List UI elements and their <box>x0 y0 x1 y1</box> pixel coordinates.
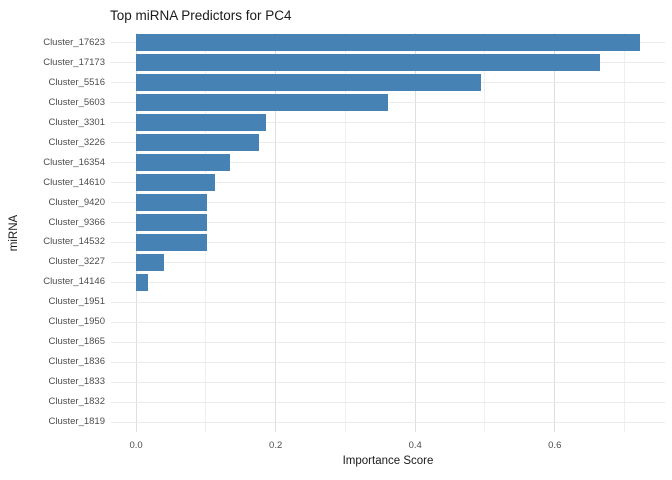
grid-minor-line <box>624 33 626 432</box>
row-gridline <box>111 241 665 243</box>
grid-minor-line <box>484 33 486 432</box>
y-tick-label: Cluster_17623 <box>43 36 105 48</box>
bar <box>136 174 215 192</box>
y-tick-label: Cluster_17173 <box>43 56 105 68</box>
bar <box>136 134 259 152</box>
row-gridline <box>111 401 665 403</box>
y-tick-label: Cluster_14532 <box>43 236 105 248</box>
y-tick-label: Cluster_3226 <box>48 136 105 148</box>
bar <box>136 114 266 132</box>
bar <box>136 54 601 72</box>
y-tick-label: Cluster_5603 <box>48 96 105 108</box>
bar <box>136 34 640 52</box>
x-tick-label: 0.0 <box>129 440 143 451</box>
y-tick-label: Cluster_1832 <box>48 396 105 408</box>
y-tick-label: Cluster_14146 <box>43 276 105 288</box>
grid-major-line <box>554 33 556 432</box>
row-gridline <box>111 182 665 184</box>
y-tick-label: Cluster_1819 <box>48 416 105 428</box>
row-gridline <box>111 222 665 224</box>
y-tick-label: Cluster_1865 <box>48 336 105 348</box>
grid-major-line <box>275 33 277 432</box>
bar <box>136 94 388 112</box>
y-tick-label: Cluster_3227 <box>48 256 105 268</box>
bar <box>136 74 482 92</box>
x-tick-label: 0.6 <box>548 440 562 451</box>
row-gridline <box>111 281 665 283</box>
x-tick-label: 0.4 <box>408 440 422 451</box>
x-axis-title: Importance Score <box>342 455 434 467</box>
plot-panel <box>111 33 665 432</box>
y-tick-label: Cluster_1836 <box>48 356 105 368</box>
grid-major-line <box>414 33 416 432</box>
x-tick-label: 0.2 <box>269 440 283 451</box>
bar <box>136 273 148 291</box>
row-gridline <box>111 162 665 164</box>
bar <box>136 253 165 271</box>
row-gridline <box>111 421 665 423</box>
row-gridline <box>111 381 665 383</box>
bar <box>136 233 207 251</box>
y-tick-label: Cluster_5516 <box>48 76 105 88</box>
y-tick-label: Cluster_16354 <box>43 156 105 168</box>
row-gridline <box>111 361 665 363</box>
y-tick-label: Cluster_14610 <box>43 176 105 188</box>
y-tick-label: Cluster_9420 <box>48 196 105 208</box>
row-gridline <box>111 261 665 263</box>
y-tick-label: Cluster_1951 <box>48 296 105 308</box>
row-gridline <box>111 202 665 204</box>
y-tick-label: Cluster_1833 <box>48 376 105 388</box>
row-gridline <box>111 142 665 144</box>
bar <box>136 194 208 212</box>
grid-minor-line <box>344 33 346 432</box>
grid-minor-line <box>205 33 207 432</box>
grid-major-line <box>135 33 137 432</box>
row-gridline <box>111 341 665 343</box>
row-gridline <box>111 301 665 303</box>
row-gridline <box>111 102 665 104</box>
bar <box>136 154 231 172</box>
row-gridline <box>111 321 665 323</box>
y-tick-label: Cluster_1950 <box>48 316 105 328</box>
row-gridline <box>111 122 665 124</box>
y-tick-label: Cluster_9366 <box>48 216 105 228</box>
chart-title: Top miRNA Predictors for PC4 <box>110 8 292 23</box>
bar <box>136 214 207 232</box>
y-tick-label: Cluster_3301 <box>48 116 105 128</box>
